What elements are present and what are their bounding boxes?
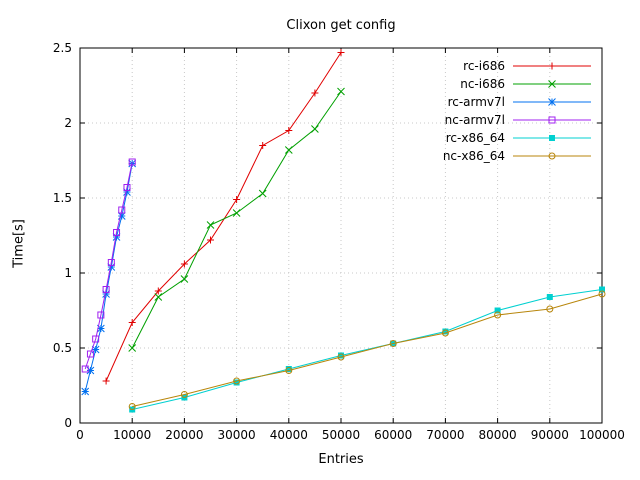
plus-marker-icon — [128, 319, 136, 326]
y-tick-label: 2.5 — [53, 41, 72, 55]
circle-open-marker-icon — [337, 353, 345, 361]
circle-open-marker-icon — [389, 340, 397, 347]
x-tick-label: 0 — [76, 428, 84, 442]
circle-open-marker-icon — [285, 367, 293, 374]
x-tick-label: 100000 — [579, 428, 625, 442]
square-open-marker-icon — [102, 286, 110, 293]
x-tick-label: 80000 — [479, 428, 517, 442]
circle-open-marker-icon — [548, 152, 556, 160]
y-axis-label: Time[s] — [11, 219, 27, 268]
legend-label-rc-i686: rc-i686 — [463, 59, 505, 73]
circle-open-marker-icon — [441, 329, 449, 337]
plus-marker-icon — [337, 49, 345, 56]
square-open-marker-icon — [97, 311, 105, 319]
cross-marker-icon — [284, 146, 293, 154]
asterisk-marker-icon — [548, 98, 556, 106]
y-tick-label: 2 — [64, 116, 72, 130]
square-filled-marker-icon — [599, 286, 605, 293]
plus-marker-icon — [207, 236, 214, 244]
x-tick-label: 40000 — [270, 428, 308, 442]
plus-marker-icon — [180, 260, 188, 268]
legend-label-nc-x86_64: nc-x86_64 — [443, 149, 505, 163]
y-tick-label: 0.5 — [53, 341, 72, 355]
cross-marker-icon — [206, 221, 215, 229]
square-open-marker-icon — [81, 365, 89, 373]
x-axis-label: Entries — [318, 452, 364, 467]
cross-marker-icon — [548, 80, 556, 88]
circle-open-marker-icon — [546, 305, 554, 313]
square-open-marker-icon — [113, 229, 121, 236]
cross-marker-icon — [128, 344, 137, 352]
square-open-marker-icon — [128, 158, 136, 166]
asterisk-marker-icon — [123, 188, 131, 196]
x-tick-label: 30000 — [218, 428, 256, 442]
x-tick-label: 60000 — [374, 428, 412, 442]
series-line-nc-armv7l — [84, 161, 133, 370]
square-filled-marker-icon — [494, 307, 501, 314]
square-filled-marker-icon — [546, 294, 553, 300]
series-line-rc-x86_64 — [132, 289, 603, 410]
square-filled-marker-icon — [233, 379, 240, 386]
series-line-rc-armv7l — [84, 163, 133, 392]
plus-marker-icon — [548, 62, 556, 70]
cross-marker-icon — [180, 275, 189, 283]
legend-label-rc-x86_64: rc-x86_64 — [446, 131, 505, 145]
square-filled-marker-icon — [442, 328, 449, 335]
circle-open-marker-icon — [233, 377, 241, 385]
plus-marker-icon — [285, 127, 293, 134]
square-open-marker-icon — [118, 206, 126, 214]
cross-marker-icon — [311, 125, 319, 133]
square-open-marker-icon — [548, 116, 556, 124]
square-open-marker-icon — [123, 184, 131, 191]
series-line-nc-x86_64 — [132, 293, 603, 407]
asterisk-marker-icon — [112, 233, 121, 241]
y-tick-label: 0 — [64, 416, 72, 430]
circle-open-marker-icon — [598, 290, 606, 298]
x-tick-label: 70000 — [426, 428, 464, 442]
y-tick-label: 1.5 — [53, 191, 72, 205]
x-tick-label: 90000 — [531, 428, 569, 442]
plus-marker-icon — [233, 196, 241, 203]
asterisk-marker-icon — [107, 263, 116, 271]
y-tick-label: 1 — [64, 266, 72, 280]
x-tick-label: 20000 — [165, 428, 203, 442]
square-filled-marker-icon — [285, 366, 292, 372]
x-tick-label: 50000 — [322, 428, 360, 442]
asterisk-marker-icon — [117, 212, 126, 220]
circle-open-marker-icon — [494, 311, 502, 319]
square-filled-marker-icon — [549, 135, 555, 141]
cross-marker-icon — [258, 189, 267, 198]
plus-marker-icon — [102, 377, 110, 385]
cross-marker-icon — [337, 87, 345, 96]
plus-marker-icon — [259, 142, 267, 149]
asterisk-marker-icon — [97, 324, 105, 333]
square-open-marker-icon — [92, 335, 100, 343]
square-open-marker-icon — [107, 259, 115, 266]
asterisk-marker-icon — [86, 366, 95, 375]
asterisk-marker-icon — [81, 387, 90, 396]
plus-marker-icon — [154, 287, 162, 295]
circle-open-marker-icon — [128, 403, 136, 410]
legend-label-nc-armv7l: nc-armv7l — [445, 113, 505, 127]
circle-open-marker-icon — [180, 391, 188, 398]
chart-title: Clixon get config — [286, 18, 396, 33]
square-filled-marker-icon — [338, 352, 344, 359]
series-line-nc-i686 — [131, 91, 342, 349]
series-line-rc-i686 — [105, 52, 342, 382]
plus-marker-icon — [311, 89, 319, 97]
asterisk-marker-icon — [102, 290, 110, 298]
asterisk-marker-icon — [91, 345, 100, 354]
square-open-marker-icon — [86, 350, 94, 358]
x-tick-label: 10000 — [113, 428, 151, 442]
legend-label-nc-i686: nc-i686 — [460, 77, 505, 91]
cross-marker-icon — [232, 209, 241, 217]
cross-marker-icon — [154, 293, 163, 301]
legend-label-rc-armv7l: rc-armv7l — [448, 95, 505, 109]
